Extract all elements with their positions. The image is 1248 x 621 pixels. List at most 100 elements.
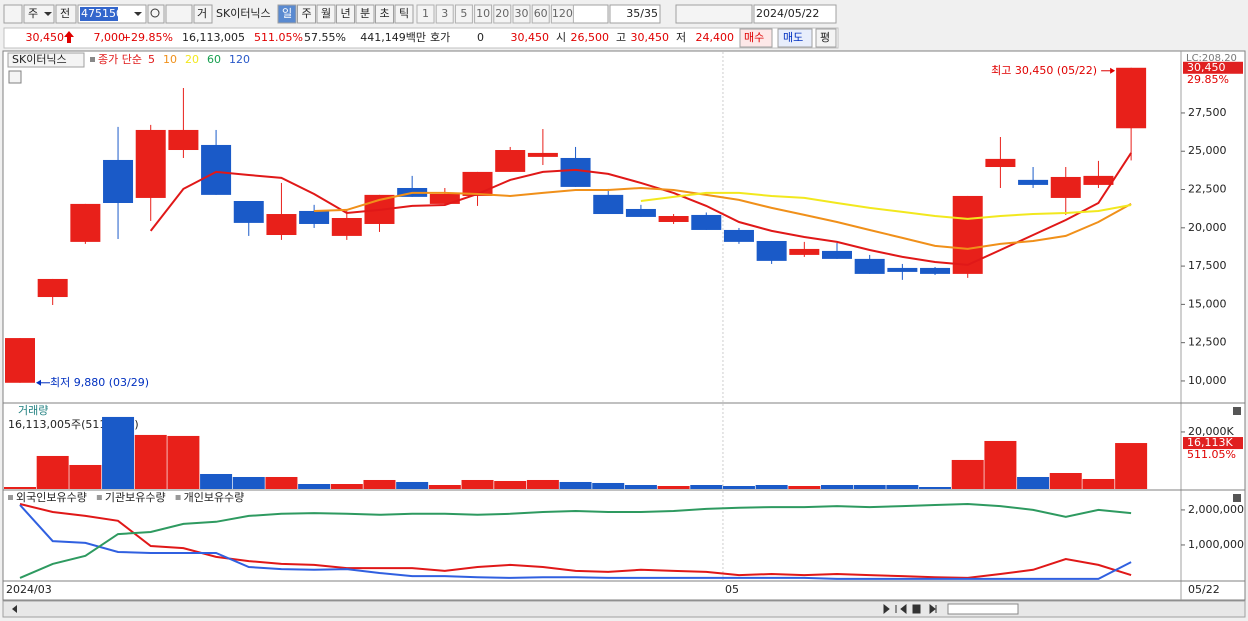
candle-body <box>625 208 656 217</box>
trade-button[interactable] <box>193 4 213 24</box>
interval-button[interactable] <box>416 4 435 24</box>
scrollbar[interactable] <box>2 600 1246 618</box>
volume-bar <box>69 464 102 489</box>
volume-bar <box>4 487 36 489</box>
interval-button[interactable] <box>550 4 574 24</box>
interval-button[interactable] <box>435 4 454 24</box>
tool-icons[interactable] <box>1020 603 1240 615</box>
candle-body <box>756 240 787 261</box>
candle-body <box>952 195 983 274</box>
volume-bar <box>1115 443 1148 489</box>
tool-icons[interactable] <box>675 4 753 24</box>
low: 24,400 <box>696 31 735 44</box>
close-icon[interactable] <box>1233 407 1241 415</box>
sell-button[interactable] <box>777 28 813 48</box>
volume-bar <box>592 482 625 489</box>
y-tick-label: 20,000 <box>1188 221 1227 234</box>
sound-button[interactable] <box>165 4 193 24</box>
volume-bar <box>755 485 788 489</box>
period-button[interactable] <box>277 4 297 24</box>
volume-bar <box>134 434 167 489</box>
avg-button[interactable] <box>815 28 837 48</box>
quote-qty: 0 <box>477 31 484 44</box>
y-tick-label: 15,000 <box>1188 297 1227 310</box>
volume-marker <box>1183 437 1243 450</box>
date-input[interactable] <box>753 4 837 24</box>
interval-button[interactable] <box>531 4 550 24</box>
period: 일 <box>282 6 292 20</box>
legend-marker <box>96 495 102 500</box>
interval-button[interactable] <box>474 4 493 24</box>
volume-bar <box>1049 472 1082 489</box>
y-tick-label: 17,500 <box>1188 259 1227 272</box>
candle-body <box>331 218 362 236</box>
market-select[interactable] <box>23 4 55 24</box>
period-button[interactable] <box>297 4 316 24</box>
x-tick-label: 05/22 <box>1188 583 1220 596</box>
volume-bar <box>526 479 559 489</box>
period-button[interactable] <box>394 4 414 24</box>
legend-marker <box>175 495 181 500</box>
candle-body <box>822 250 852 259</box>
amount: 441,149백만 <box>360 31 426 44</box>
x-tick-label: 05 <box>725 583 739 596</box>
open-label: 시 <box>556 31 566 44</box>
search-button[interactable] <box>147 4 165 24</box>
period-button[interactable] <box>316 4 336 24</box>
volume-bar <box>298 484 331 489</box>
stock-name: SK이터닉스 <box>216 7 271 20</box>
volume-bar <box>951 459 984 489</box>
candle-body <box>1018 179 1049 185</box>
volume-bar <box>984 440 1017 489</box>
code: 475150 <box>81 7 123 20</box>
quote-label: 호가 <box>430 31 450 44</box>
change-rate: +29.85% <box>122 31 173 44</box>
volume-bar <box>330 484 363 489</box>
low-annotation: 최저 9,880 (03/29) <box>50 376 149 389</box>
candle-body <box>1116 67 1147 129</box>
price: 30,450 <box>26 31 65 44</box>
y-tick-label: 10,000 <box>1188 374 1227 387</box>
last-volume: 16,113K <box>1187 436 1233 449</box>
candle-body <box>920 267 951 274</box>
close-icon[interactable] <box>1233 494 1241 502</box>
prev-button[interactable] <box>55 4 77 24</box>
candle-body <box>103 159 134 203</box>
candle-body <box>560 157 591 187</box>
avg: 평 <box>820 31 830 44</box>
scroll-left[interactable] <box>12 605 17 613</box>
dropdown-arrow <box>134 12 142 16</box>
zoom-slider[interactable] <box>947 603 1019 615</box>
selection <box>80 7 118 21</box>
y-tick-label: 2,000,000 <box>1188 503 1244 516</box>
corner-label: LC:208.20 <box>1186 53 1237 64</box>
count-input[interactable] <box>609 4 661 24</box>
y-tick-label: 1,000,000 <box>1188 538 1244 551</box>
volume: 16,113,005 <box>182 31 245 44</box>
legend-entry: 120 <box>229 53 250 66</box>
candle-body <box>658 216 689 222</box>
annotation-arrowhead <box>36 379 41 386</box>
volume-bar <box>788 486 821 489</box>
market: 주 <box>28 7 38 20</box>
candle-body <box>887 267 918 272</box>
menu-icon[interactable] <box>3 4 23 24</box>
interval: 10 <box>476 7 490 20</box>
scroll-controls[interactable] <box>883 603 937 615</box>
interval-button[interactable] <box>512 4 531 24</box>
volume-bar <box>167 435 200 489</box>
low-label: 저 <box>676 31 686 44</box>
buy-button[interactable] <box>739 28 773 48</box>
interval-button[interactable] <box>493 4 512 24</box>
volume-bar <box>102 416 135 489</box>
period-select[interactable] <box>571 4 609 24</box>
candle-body <box>723 229 754 242</box>
period-button[interactable] <box>355 4 375 24</box>
period-button[interactable] <box>375 4 394 24</box>
interval-button[interactable] <box>454 4 473 24</box>
period: 초 <box>379 7 389 20</box>
candle-body <box>168 129 199 151</box>
candle-body <box>70 203 101 242</box>
period-button[interactable] <box>336 4 355 24</box>
candle-body <box>429 193 460 204</box>
